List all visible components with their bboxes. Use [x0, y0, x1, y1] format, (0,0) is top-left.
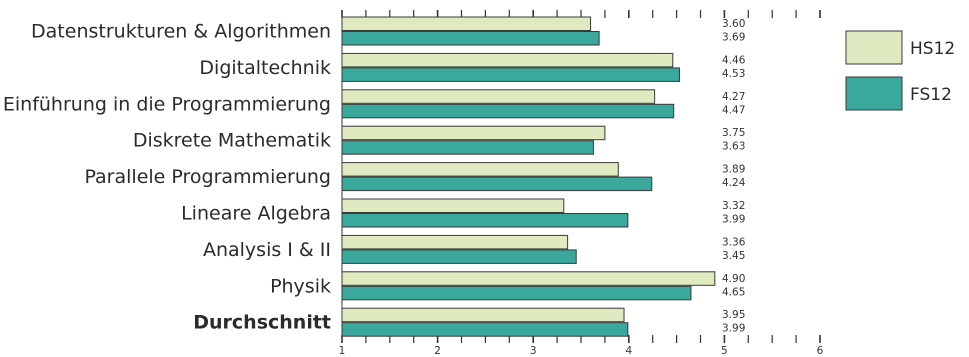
category-label: Lineare Algebra: [181, 203, 331, 225]
value-label: 4.27: [722, 91, 745, 103]
value-label: 4.53: [722, 68, 745, 80]
bar-fs12: [341, 31, 600, 46]
category-label: Analysis I & II: [203, 239, 331, 261]
value-label: 3.45: [722, 250, 745, 262]
value-label: 4.47: [722, 104, 745, 116]
value-label: 3.63: [722, 141, 745, 153]
x-tick-label: 4: [625, 345, 632, 357]
bar-fs12: [341, 176, 653, 192]
value-label: 3.69: [722, 32, 745, 44]
value-label: 3.89: [722, 164, 745, 176]
category-label: Digitaltechnik: [199, 57, 331, 79]
bars-layer: [341, 16, 716, 337]
bar-hs12: [341, 16, 592, 31]
value-label: 3.32: [722, 200, 745, 212]
bar-hs12: [341, 125, 606, 141]
legend: HS12 FS12: [845, 30, 955, 111]
bar-fs12: [341, 140, 594, 155]
category-label: Durchschnitt: [193, 312, 331, 334]
value-label: 3.99: [722, 214, 745, 226]
value-label: 4.65: [722, 286, 745, 298]
legend-label: FS12: [910, 85, 952, 105]
category-label: Physik: [270, 275, 331, 297]
bar-fs12: [341, 67, 680, 82]
bar-hs12: [341, 307, 625, 323]
bar-hs12: [341, 89, 656, 104]
x-tick-label: 5: [721, 345, 728, 357]
value-label: 3.99: [722, 323, 745, 335]
bar-hs12: [341, 271, 716, 286]
category-label: Parallele Programmierung: [84, 166, 331, 188]
x-tick-label: 3: [530, 345, 537, 357]
value-label: 3.36: [722, 236, 746, 248]
x-tick-label: 1: [339, 345, 346, 357]
bar-hs12: [341, 234, 569, 250]
value-label: 3.60: [722, 18, 745, 30]
x-tick-label: 6: [817, 345, 824, 357]
value-label: 4.24: [722, 177, 746, 189]
bar-fs12: [341, 213, 629, 228]
legend-swatch-hs12: [845, 30, 903, 65]
legend-label: HS12: [910, 39, 955, 59]
bar-fs12: [341, 322, 629, 337]
bar-fs12: [341, 249, 577, 264]
category-label: Einführung in die Programmierung: [3, 93, 331, 115]
bar-fs12: [341, 103, 675, 119]
labels-layer: Datenstrukturen & Algorithmen 3.60 3.69 Dig…: [3, 18, 746, 335]
bar-hs12: [341, 198, 565, 213]
category-label: Datenstrukturen & Algorithmen: [31, 21, 331, 43]
value-label: 3.95: [722, 309, 745, 321]
value-label: 4.46: [722, 54, 746, 66]
legend-swatch-fs12: [845, 76, 903, 111]
bar-hs12: [341, 162, 619, 177]
category-label: Diskrete Mathematik: [133, 130, 331, 152]
x-tick-label: 2: [434, 345, 441, 357]
bar-fs12: [341, 285, 692, 301]
value-label: 3.75: [722, 127, 745, 139]
value-label: 4.90: [722, 273, 745, 285]
bar-hs12: [341, 52, 674, 68]
